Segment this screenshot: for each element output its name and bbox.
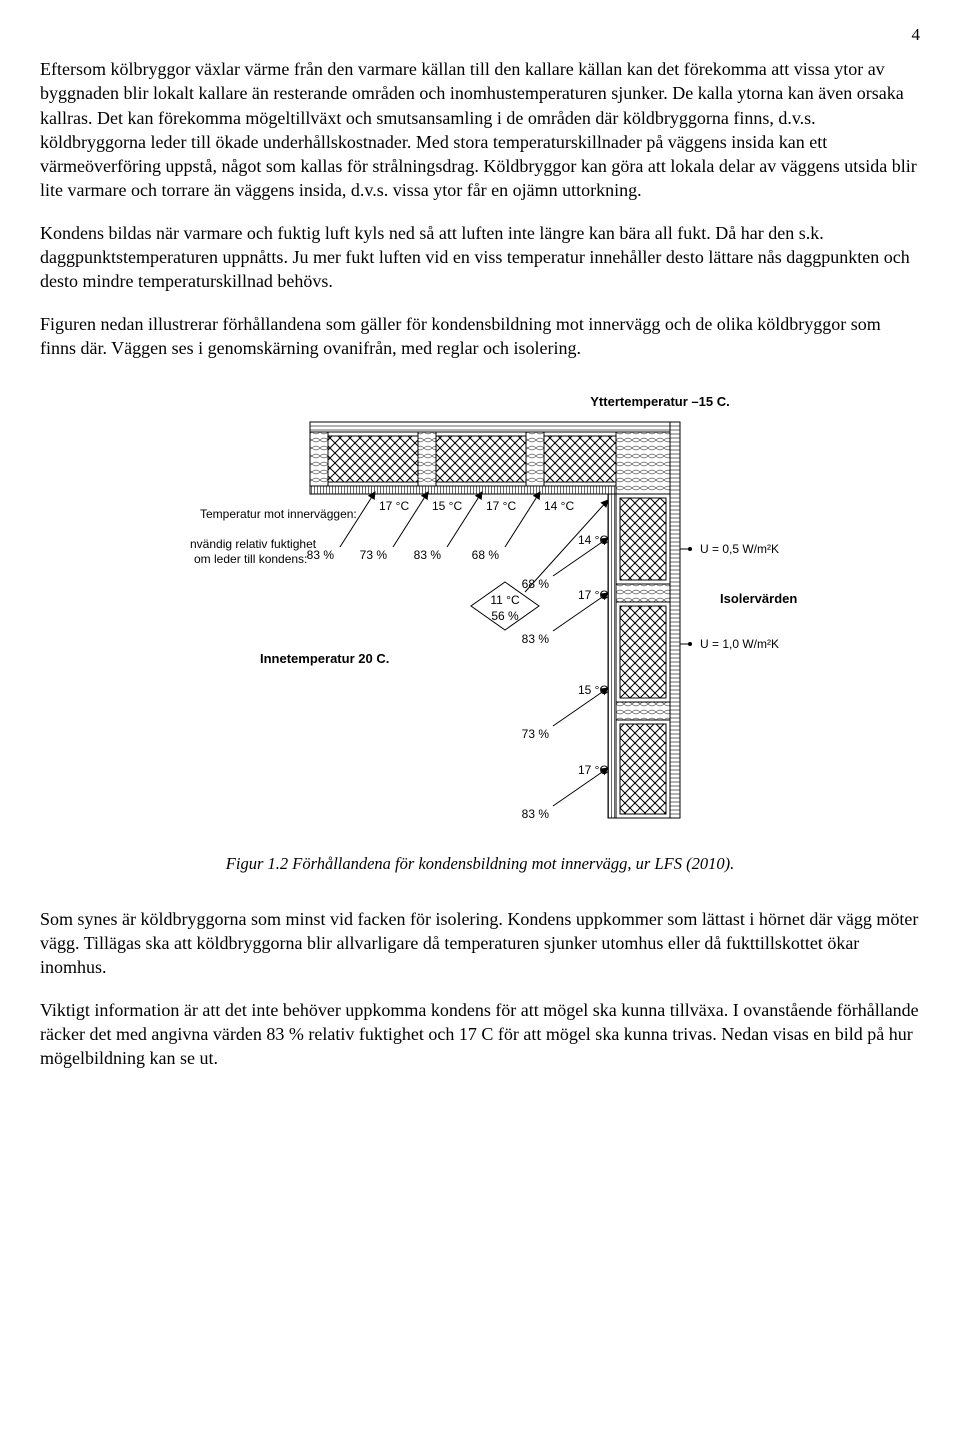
svg-text:68 %: 68 % <box>522 577 550 591</box>
svg-text:15 °C: 15 °C <box>578 683 608 697</box>
page-number: 4 <box>40 24 920 47</box>
svg-text:Yttertemperatur –15 C.: Yttertemperatur –15 C. <box>590 394 729 409</box>
paragraph-5: Viktigt information är att det inte behö… <box>40 998 920 1071</box>
svg-text:U = 1,0 W/m²K: U = 1,0 W/m²K <box>700 637 779 651</box>
svg-text:17 °C: 17 °C <box>578 588 608 602</box>
svg-text:73 %: 73 % <box>360 548 388 562</box>
svg-text:83 %: 83 % <box>414 548 442 562</box>
svg-text:Innetemperatur 20 C.: Innetemperatur 20 C. <box>260 651 389 666</box>
svg-text:nvändig relativ fuktighet: nvändig relativ fuktighet <box>190 537 317 551</box>
paragraph-4: Som synes är köldbryggorna som minst vid… <box>40 907 920 980</box>
paragraph-1: Eftersom kölbryggor växlar värme från de… <box>40 57 920 203</box>
svg-text:U = 0,5 W/m²K: U = 0,5 W/m²K <box>700 542 779 556</box>
svg-text:17 °C: 17 °C <box>486 499 516 513</box>
svg-text:om leder till kondens:: om leder till kondens: <box>194 552 307 566</box>
svg-text:73 %: 73 % <box>522 727 550 741</box>
paragraph-3: Figuren nedan illustrerar förhållandena … <box>40 312 920 361</box>
svg-text:17 °C: 17 °C <box>379 499 409 513</box>
svg-text:15 °C: 15 °C <box>432 499 462 513</box>
paragraph-2: Kondens bildas när varmare och fuktig lu… <box>40 221 920 294</box>
svg-text:56 %: 56 % <box>491 609 519 623</box>
figure-svg: Yttertemperatur –15 C. Temperatur mot in… <box>160 388 800 828</box>
figure-1-2: Yttertemperatur –15 C. Temperatur mot in… <box>40 388 920 834</box>
svg-text:14 °C: 14 °C <box>578 533 608 547</box>
svg-text:17 °C: 17 °C <box>578 763 608 777</box>
svg-text:14 °C: 14 °C <box>544 499 574 513</box>
svg-text:Isolervärden: Isolervärden <box>720 591 797 606</box>
svg-text:68 %: 68 % <box>472 548 500 562</box>
svg-text:83 %: 83 % <box>522 807 550 821</box>
svg-text:11 °C: 11 °C <box>490 593 520 607</box>
svg-text:83 %: 83 % <box>522 632 550 646</box>
svg-text:83 %: 83 % <box>307 548 335 562</box>
svg-text:Temperatur mot innerväggen:: Temperatur mot innerväggen: <box>200 507 357 521</box>
figure-caption: Figur 1.2 Förhållandena för kondensbildn… <box>40 853 920 875</box>
